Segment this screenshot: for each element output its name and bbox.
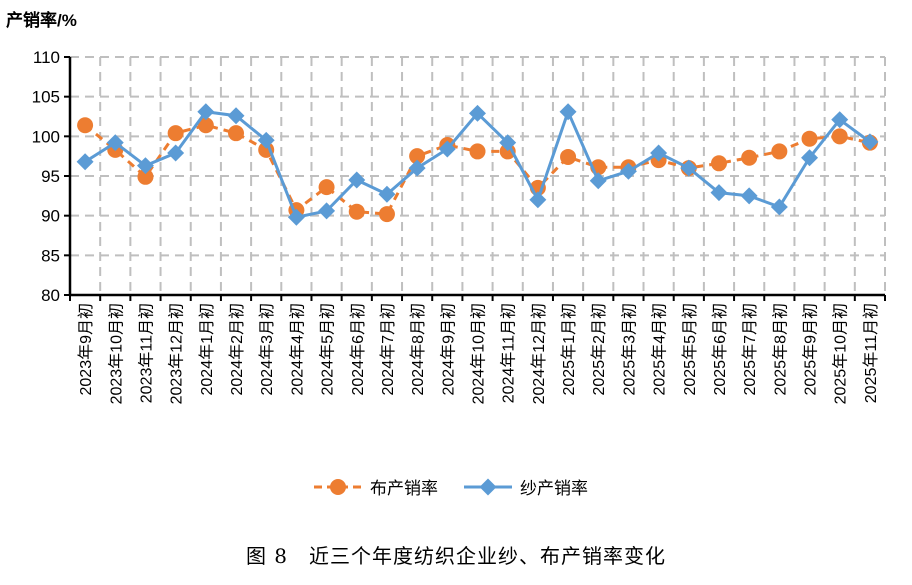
yarn-data-point <box>861 133 879 151</box>
yarn-data-point <box>136 157 154 175</box>
x-tick-label: 2025年6月初 <box>711 303 729 396</box>
yarn-data-point <box>318 202 336 220</box>
x-tick-label: 2025年1月初 <box>560 303 578 396</box>
y-tick-label: 100 <box>32 127 60 146</box>
yarn-data-point <box>378 185 396 203</box>
yarn-data-point <box>287 208 305 226</box>
y-tick-label: 90 <box>41 207 60 226</box>
yarn-data-point <box>499 134 517 152</box>
yarn-data-point <box>740 187 758 205</box>
yarn-data-point <box>227 107 245 125</box>
x-tick-label: 2025年7月初 <box>741 303 759 396</box>
yarn-data-point <box>348 171 366 189</box>
yarn-data-point <box>650 144 668 162</box>
yarn-data-point <box>559 103 577 121</box>
yarn-data-point <box>438 140 456 158</box>
x-tick-label: 2024年10月初 <box>470 303 488 404</box>
x-tick-label: 2023年11月初 <box>137 303 155 403</box>
yarn-data-point <box>710 184 728 202</box>
fabric-data-point <box>77 117 94 134</box>
fabric-data-point <box>469 143 486 160</box>
yarn-data-point <box>76 153 94 171</box>
legend-fabric-marker-icon <box>314 478 362 495</box>
fabric-data-point <box>741 149 758 166</box>
x-tick-label: 2025年5月初 <box>681 303 699 396</box>
x-tick-label: 2024年12月初 <box>530 303 548 404</box>
yarn-data-point <box>619 162 637 180</box>
x-tick-label: 2025年10月初 <box>832 303 850 404</box>
fabric-data-point <box>378 206 395 223</box>
yarn-data-point <box>831 111 849 129</box>
x-tick-label: 2023年12月初 <box>168 303 186 404</box>
fabric-data-point <box>801 130 818 147</box>
legend-label-yarn: 纱产销率 <box>520 479 588 498</box>
x-tick-label: 2024年11月初 <box>500 303 518 403</box>
yarn-data-point <box>106 134 124 152</box>
y-tick-label: 110 <box>33 48 60 67</box>
x-tick-label: 2024年3月初 <box>258 303 276 396</box>
x-tick-label: 2024年9月初 <box>439 303 457 396</box>
fabric-data-point <box>831 128 848 145</box>
x-tick-label: 2023年10月初 <box>107 303 125 404</box>
yarn-data-point <box>257 131 275 149</box>
fabric-data-point <box>771 143 788 160</box>
x-tick-label: 2025年9月初 <box>802 303 820 396</box>
yarn-data-point <box>801 149 819 167</box>
fabric-data-point <box>137 168 154 185</box>
yarn-data-point <box>408 159 426 177</box>
legend-yarn-marker-icon <box>464 478 512 495</box>
x-tick-label: 2024年2月初 <box>228 303 246 396</box>
legend-item-yarn: 纱产销率 <box>462 474 588 499</box>
fabric-data-point <box>409 148 426 165</box>
x-tick-label: 2025年2月初 <box>590 303 608 396</box>
yarn-data-point <box>589 172 607 190</box>
y-tick-label: 105 <box>32 88 60 107</box>
yarn-data-point <box>197 103 215 121</box>
x-tick-label: 2024年4月初 <box>288 303 306 396</box>
fabric-data-point <box>167 125 184 142</box>
fabric-data-point <box>318 179 335 196</box>
figure-caption: 图 8 近三个年度纺织企业纱、布产销率变化 <box>245 544 667 568</box>
fabric-data-point <box>710 155 727 172</box>
yarn-data-point <box>529 191 547 209</box>
x-tick-label: 2025年3月初 <box>620 303 638 396</box>
x-tick-label: 2024年5月初 <box>319 303 337 396</box>
x-tick-label: 2023年9月初 <box>77 303 95 396</box>
yarn-data-point <box>770 198 788 216</box>
x-tick-label: 2024年7月初 <box>379 303 397 396</box>
x-tick-label: 2025年11月初 <box>862 303 880 403</box>
fabric-data-point <box>560 148 577 165</box>
legend-item-fabric: 布产销率 <box>312 474 438 499</box>
fabric-data-point <box>228 125 245 142</box>
fabric-data-point <box>197 117 214 134</box>
y-tick-label: 80 <box>41 286 60 305</box>
yarn-data-point <box>167 144 185 162</box>
yarn-data-point <box>469 104 486 122</box>
legend-label-fabric: 布产销率 <box>370 479 438 498</box>
fabric-data-point <box>348 203 365 220</box>
x-tick-label: 2024年8月初 <box>409 303 427 396</box>
y-tick-label: 95 <box>41 167 60 186</box>
y-axis-title: 产销率/% <box>6 11 77 30</box>
x-tick-label: 2025年4月初 <box>651 303 669 396</box>
y-tick-label: 85 <box>41 246 60 265</box>
x-tick-label: 2025年8月初 <box>771 303 789 396</box>
x-tick-label: 2024年1月初 <box>198 303 216 396</box>
yarn-data-point <box>680 159 698 177</box>
x-tick-label: 2024年6月初 <box>349 303 367 396</box>
line-chart: 80 85 90 95 100 105 110 2023年9月初 2023年10月初 2023年1… <box>32 48 886 404</box>
